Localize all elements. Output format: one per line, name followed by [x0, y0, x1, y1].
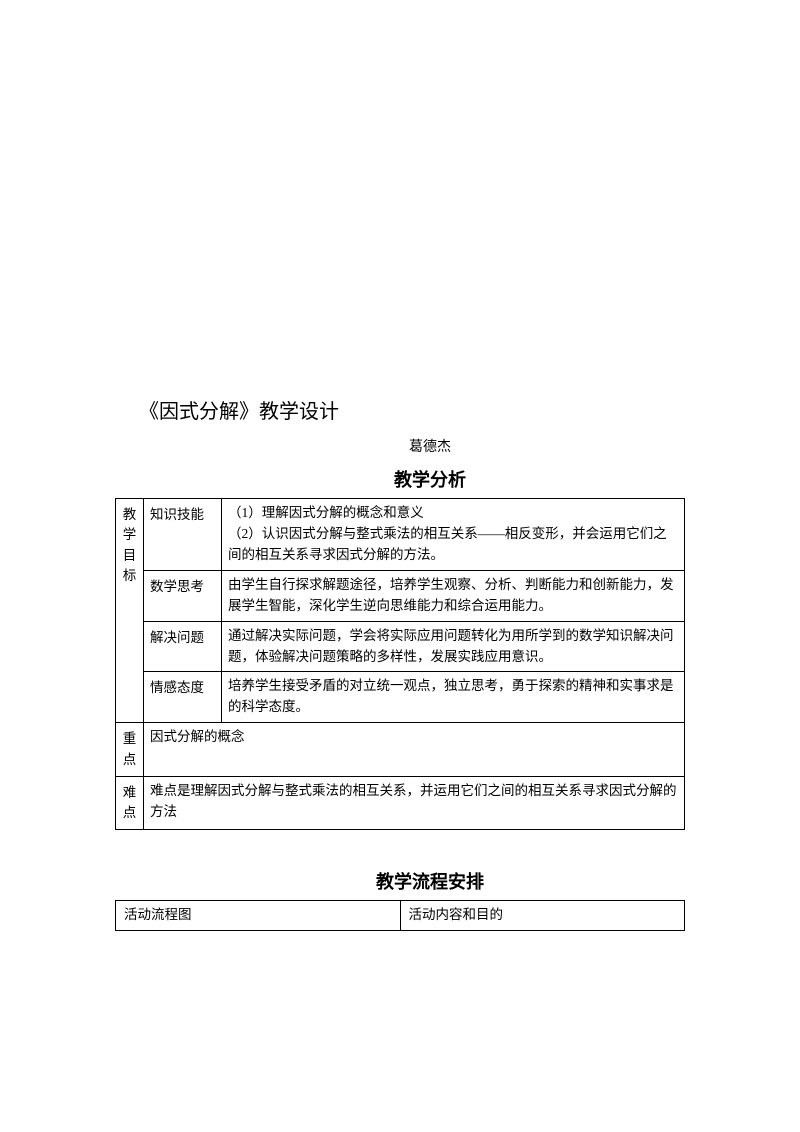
document-title: 《因式分解》教学设计 — [115, 395, 685, 424]
author-name: 葛德杰 — [115, 436, 685, 456]
table-row: 解决问题 通过解决实际问题，学会将实际应用问题转化为用所学到的数学知识解决问题，… — [116, 621, 685, 672]
analysis-table: 教学目标 知识技能 （1）理解因式分解的概念和意义（2）认识因式分解与整式乘法的… — [115, 498, 685, 830]
row-label: 解决问题 — [144, 621, 222, 672]
keypoint-label: 重点 — [116, 723, 144, 777]
flow-col1: 活动流程图 — [116, 901, 401, 931]
row-label: 情感态度 — [144, 672, 222, 723]
analysis-heading: 教学分析 — [115, 466, 685, 492]
difficulty-label: 难点 — [116, 776, 144, 830]
flow-heading: 教学流程安排 — [115, 868, 685, 894]
row-label: 知识技能 — [144, 499, 222, 571]
row-content: （1）理解因式分解的概念和意义（2）认识因式分解与整式乘法的相互关系——相反变形… — [222, 499, 685, 571]
flow-table: 活动流程图 活动内容和目的 — [115, 900, 685, 931]
table-row: 活动流程图 活动内容和目的 — [116, 901, 685, 931]
table-row: 情感态度 培养学生接受矛盾的对立统一观点，独立思考，勇于探索的精神和实事求是的科… — [116, 672, 685, 723]
table-row: 数学思考 由学生自行探求解题途径，培养学生观察、分析、判断能力和创新能力，发展学… — [116, 570, 685, 621]
row-content: 培养学生接受矛盾的对立统一观点，独立思考，勇于探索的精神和实事求是的科学态度。 — [222, 672, 685, 723]
flow-col2: 活动内容和目的 — [400, 901, 685, 931]
row-label: 数学思考 — [144, 570, 222, 621]
table-row: 教学目标 知识技能 （1）理解因式分解的概念和意义（2）认识因式分解与整式乘法的… — [116, 499, 685, 571]
keypoint-content: 因式分解的概念 — [144, 723, 685, 777]
objectives-label: 教学目标 — [116, 499, 144, 723]
table-row: 难点 难点是理解因式分解与整式乘法的相互关系，并运用它们之间的相互关系寻求因式分… — [116, 776, 685, 830]
difficulty-content: 难点是理解因式分解与整式乘法的相互关系，并运用它们之间的相互关系寻求因式分解的方… — [144, 776, 685, 830]
row-content: 由学生自行探求解题途径，培养学生观察、分析、判断能力和创新能力，发展学生智能，深… — [222, 570, 685, 621]
table-row: 重点 因式分解的概念 — [116, 723, 685, 777]
row-content: 通过解决实际问题，学会将实际应用问题转化为用所学到的数学知识解决问题，体验解决问… — [222, 621, 685, 672]
